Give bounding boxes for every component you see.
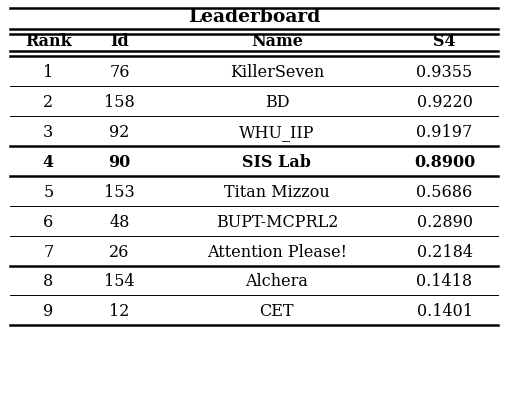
Text: 153: 153 [104, 184, 135, 201]
Text: 0.5686: 0.5686 [417, 184, 472, 201]
Text: 12: 12 [109, 303, 130, 320]
Text: Titan Mizzou: Titan Mizzou [224, 184, 330, 201]
Text: 0.1418: 0.1418 [417, 274, 472, 290]
Text: Alchera: Alchera [245, 274, 308, 290]
Text: 4: 4 [43, 154, 54, 171]
Text: Leaderboard: Leaderboard [188, 8, 320, 26]
Text: Rank: Rank [25, 33, 72, 50]
Text: 7: 7 [43, 244, 53, 261]
Text: 5: 5 [43, 184, 53, 201]
Text: 92: 92 [109, 124, 130, 141]
Text: Id: Id [110, 33, 129, 50]
Text: CET: CET [260, 303, 294, 320]
Text: KillerSeven: KillerSeven [230, 64, 324, 81]
Text: 26: 26 [109, 244, 130, 261]
Text: 0.9197: 0.9197 [417, 124, 472, 141]
Text: S4: S4 [433, 33, 456, 50]
Text: 9: 9 [43, 303, 53, 320]
Text: 0.1401: 0.1401 [417, 303, 472, 320]
Text: BD: BD [265, 94, 289, 111]
Text: Attention Please!: Attention Please! [207, 244, 347, 261]
Text: 8: 8 [43, 274, 53, 290]
Text: 0.2890: 0.2890 [417, 214, 472, 230]
Text: 158: 158 [104, 94, 135, 111]
Text: 3: 3 [43, 124, 53, 141]
Text: 76: 76 [109, 64, 130, 81]
Text: 0.2184: 0.2184 [417, 244, 472, 261]
Text: 1: 1 [43, 64, 53, 81]
Text: 48: 48 [109, 214, 130, 230]
Text: 0.9220: 0.9220 [417, 94, 472, 111]
Text: 2: 2 [43, 94, 53, 111]
Text: 0.8900: 0.8900 [414, 154, 475, 171]
Text: 90: 90 [108, 154, 131, 171]
Text: SIS Lab: SIS Lab [242, 154, 311, 171]
Text: WHU_IIP: WHU_IIP [239, 124, 314, 141]
Text: 154: 154 [104, 274, 135, 290]
Text: Name: Name [251, 33, 303, 50]
Text: 6: 6 [43, 214, 53, 230]
Text: BUPT-MCPRL2: BUPT-MCPRL2 [216, 214, 338, 230]
Text: 0.9355: 0.9355 [417, 64, 472, 81]
